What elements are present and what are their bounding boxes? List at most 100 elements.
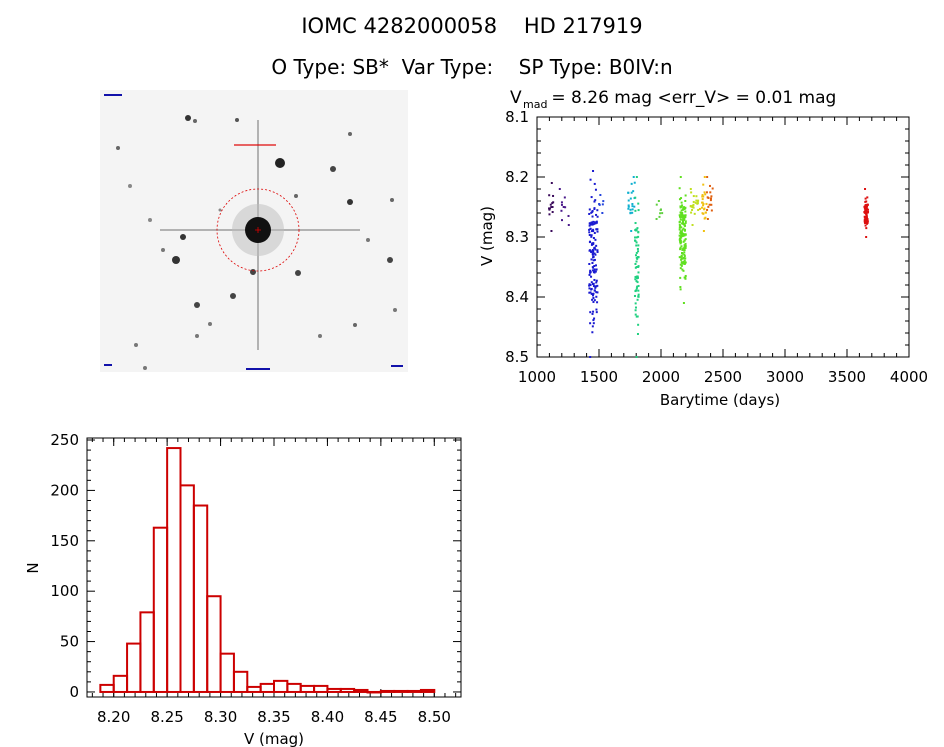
hist-bar xyxy=(379,689,396,693)
hist-y-tick-label: 50 xyxy=(60,633,79,651)
lc-point xyxy=(709,191,712,194)
aperture-circle xyxy=(216,188,300,272)
lc-point xyxy=(591,325,594,328)
lc-point xyxy=(594,286,597,289)
lc-point xyxy=(595,213,598,216)
lc-point xyxy=(634,278,637,281)
hist-bar xyxy=(126,642,142,693)
lc-point xyxy=(596,228,599,231)
lc-point xyxy=(634,302,637,305)
lc-point xyxy=(593,200,596,203)
lc-point xyxy=(592,242,595,245)
lc-point xyxy=(567,224,570,226)
lc-point xyxy=(679,256,682,259)
lc-point xyxy=(593,289,596,292)
lc-point xyxy=(593,264,596,267)
lc-point xyxy=(678,234,681,237)
lc-point xyxy=(711,187,714,190)
lc-point xyxy=(865,209,868,212)
lc-point xyxy=(549,203,552,206)
lc-point xyxy=(593,207,596,210)
lc-point xyxy=(592,220,595,223)
lc-point xyxy=(590,211,593,214)
lc-point xyxy=(627,205,630,208)
lc-point xyxy=(590,258,593,261)
lc-point xyxy=(594,188,597,191)
lc-point xyxy=(710,209,713,212)
lc-point xyxy=(704,211,707,214)
lc-point xyxy=(679,276,682,279)
lc-point xyxy=(681,214,684,217)
lc-point xyxy=(637,323,640,326)
hist-y-tick-label: 150 xyxy=(50,532,79,550)
lc-point xyxy=(635,244,638,247)
lc-point xyxy=(710,203,713,206)
hist-frame xyxy=(86,437,462,698)
lc-point xyxy=(562,206,565,208)
lc-point xyxy=(682,215,685,218)
lc-point xyxy=(705,202,708,205)
lc-point xyxy=(866,220,869,223)
lc-point xyxy=(681,208,684,211)
lc-point xyxy=(864,224,867,227)
lc-point xyxy=(630,182,633,185)
lc-point xyxy=(866,196,869,199)
hist-bar xyxy=(353,688,369,693)
hist-bar xyxy=(299,684,316,693)
lc-point xyxy=(590,243,593,246)
lc-point xyxy=(655,203,658,206)
lc-point xyxy=(683,251,686,254)
lc-point xyxy=(601,212,604,214)
lc-point xyxy=(593,252,596,255)
lc-point xyxy=(682,240,685,243)
lc-point xyxy=(683,262,686,265)
lc-point xyxy=(596,249,599,252)
hist-bar xyxy=(232,670,249,693)
lc-point xyxy=(634,236,637,239)
lc-point xyxy=(588,241,591,244)
lc-point xyxy=(692,200,695,203)
histogram-chart: 8.20 8.25 8.30 8.35 8.40 8.45 8.50 0 50 100 150 200… xyxy=(24,431,462,747)
lc-point xyxy=(591,223,594,226)
lc-point xyxy=(679,237,682,240)
lc-title-prefix: V xyxy=(510,88,522,108)
lc-point xyxy=(591,266,594,269)
lc-point xyxy=(595,281,598,284)
hist-bar xyxy=(326,687,342,693)
lc-point xyxy=(551,206,554,208)
lc-point xyxy=(591,222,594,225)
lc-point xyxy=(635,260,638,263)
lc-point xyxy=(589,284,592,287)
lc-point xyxy=(866,218,869,221)
lc-point xyxy=(635,356,638,358)
lc-point xyxy=(689,188,692,190)
lc-point xyxy=(634,196,637,199)
lc-point xyxy=(592,285,595,288)
lc-point xyxy=(627,199,630,202)
lc-point xyxy=(866,205,869,208)
lc-point xyxy=(864,188,867,190)
finder-target-mark xyxy=(234,144,276,146)
lc-point xyxy=(602,200,605,203)
lc-point xyxy=(703,176,706,178)
hist-bar xyxy=(152,526,169,693)
lc-point xyxy=(631,208,634,211)
lc-point xyxy=(683,229,686,232)
hist-bar xyxy=(393,689,409,693)
lc-point xyxy=(702,212,705,215)
lc-point xyxy=(864,200,867,203)
lc-point xyxy=(636,298,639,301)
lc-point xyxy=(697,199,700,202)
lc-point xyxy=(864,197,867,200)
lc-point xyxy=(863,218,866,221)
hist-bar xyxy=(206,595,222,693)
lc-point xyxy=(634,239,637,242)
lc-x-tick-label: 3500 xyxy=(828,368,866,386)
lc-point xyxy=(657,200,660,202)
lc-point xyxy=(693,212,696,215)
lc-point xyxy=(637,265,640,268)
lc-point xyxy=(684,216,687,219)
lc-point xyxy=(591,269,594,272)
lc-point xyxy=(683,255,686,258)
lc-point xyxy=(589,271,592,274)
